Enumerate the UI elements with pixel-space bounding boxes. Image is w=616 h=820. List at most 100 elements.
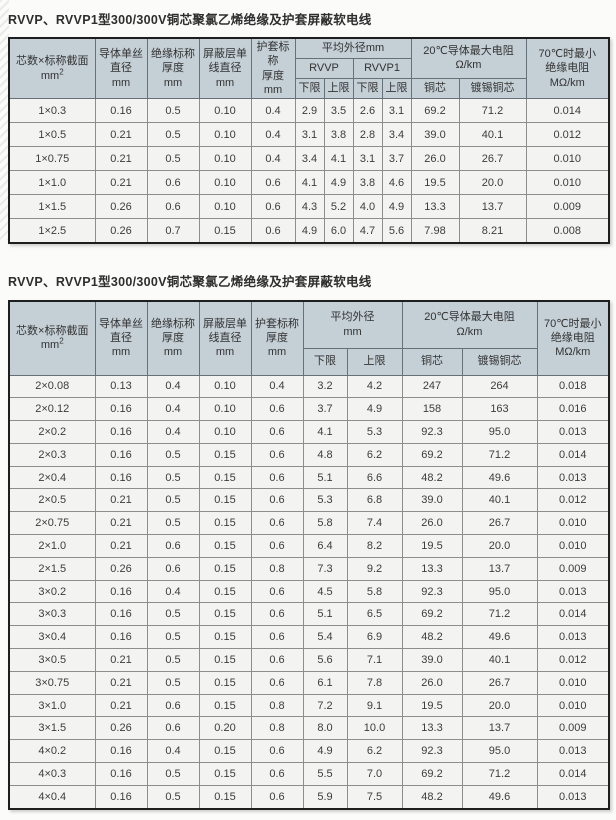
value-cell: 6.5 [346, 602, 403, 627]
value-cell: 95.0 [461, 579, 538, 604]
col-header-max-resistance: 20℃导体最大电阻 Ω/km [401, 300, 538, 349]
value-cell: 49.6 [461, 625, 538, 650]
value-cell: 5.9 [302, 784, 348, 810]
value-cell: 2.9 [294, 98, 325, 124]
col-header-insulation-thickness: 绝缘标称 厚度 mm [146, 37, 200, 100]
value-cell: 0.4 [250, 374, 304, 399]
value-cell: 39.0 [401, 488, 463, 513]
col-header-sheath-thickness: 护套标称 厚度 mm [250, 300, 304, 376]
row-spec-cell: 1×0.5 [8, 122, 96, 148]
value-cell: 3.4 [294, 146, 325, 172]
value-cell: 0.6 [146, 170, 200, 196]
value-cell: 9.2 [346, 556, 403, 581]
value-cell: 0.5 [146, 122, 200, 148]
col-header-copper-core: 铜芯 [401, 347, 463, 376]
row-spec-cell: 4×0.4 [8, 784, 96, 810]
value-cell: 6.8 [346, 488, 403, 513]
table-body: 2×0.08 0.13 0.4 0.10 0.4 3.2 4.2 247 264 0.018 2×0… [8, 374, 610, 810]
value-cell: 0.6 [250, 784, 304, 810]
col-header-lower-limit: 下限 [352, 77, 383, 100]
value-cell: 48.2 [401, 625, 463, 650]
value-cell: 0.6 [250, 465, 304, 490]
value-cell: 0.16 [94, 579, 148, 604]
table-row: 3×0.2 0.16 0.4 0.15 0.6 4.5 5.8 92.3 95.0 0.013 [8, 579, 610, 604]
value-cell: 0.15 [198, 739, 252, 764]
value-cell: 0.21 [94, 122, 148, 148]
value-cell: 0.6 [250, 488, 304, 513]
value-cell: 5.3 [302, 488, 348, 513]
row-spec-cell: 3×1.0 [8, 693, 96, 718]
value-cell: 92.3 [401, 420, 463, 444]
value-cell: 48.2 [401, 465, 463, 490]
value-cell: 0.013 [536, 784, 610, 810]
value-cell: 13.3 [401, 556, 463, 581]
value-cell: 0.26 [94, 218, 148, 244]
value-cell: 20.0 [461, 693, 538, 718]
value-cell: 3.1 [381, 98, 412, 124]
col-header-lower-limit: 下限 [302, 347, 348, 376]
value-cell: 0.15 [198, 218, 252, 244]
value-cell: 0.16 [94, 625, 148, 650]
value-cell: 163 [461, 397, 538, 422]
value-cell: 0.21 [94, 488, 148, 513]
value-cell: 0.5 [146, 146, 200, 172]
table-header: 芯数×标称截面 mm2 导体单丝 直径 mm 绝缘标称 厚度 mm 屏蔽层单 线直… [8, 37, 610, 100]
value-cell: 0.5 [146, 511, 200, 536]
value-cell: 49.6 [461, 784, 538, 810]
value-cell: 0.009 [536, 716, 610, 741]
value-cell: 0.010 [536, 670, 610, 695]
value-cell: 0.6 [250, 739, 304, 764]
section-title: RVVP、RVVP1型300/300V铜芯聚氯乙烯绝缘及护套屏蔽软电线 [8, 275, 372, 289]
rvvp-multi-core-spec-table: 芯数×标称截面 mm2 导体单丝 直径 mm 绝缘标称 厚度 mm 屏蔽层单 线直… [8, 300, 610, 810]
value-cell: 26.7 [458, 146, 527, 172]
value-cell: 0.10 [198, 397, 252, 422]
value-cell: 8.21 [458, 218, 527, 244]
value-cell: 0.6 [146, 534, 200, 558]
value-cell: 7.98 [410, 218, 460, 244]
row-spec-cell: 2×0.12 [8, 397, 96, 422]
table-row: 1×0.75 0.21 0.5 0.10 0.4 3.4 4.1 3.1 3.7 26.0 26.7… [8, 146, 610, 172]
col-header-conductor-diameter: 导体单丝 直径 mm [94, 37, 148, 100]
value-cell: 19.5 [410, 170, 460, 196]
value-cell: 26.7 [461, 670, 538, 695]
value-cell: 0.15 [198, 693, 252, 718]
value-cell: 0.8 [250, 556, 304, 581]
value-cell: 5.1 [302, 602, 348, 627]
value-cell: 0.10 [198, 420, 252, 444]
row-spec-cell: 2×0.75 [8, 511, 96, 536]
row-spec-cell: 2×1.0 [8, 534, 96, 558]
value-cell: 0.15 [198, 579, 252, 604]
value-cell: 3.1 [352, 146, 383, 172]
col-header-core-size: 芯数×标称截面 mm2 [8, 37, 96, 100]
col-header-shield-wire-diameter: 屏蔽层单 线直径 mm [198, 37, 252, 100]
table-row: 2×0.3 0.16 0.5 0.15 0.6 4.8 6.2 69.2 71.2 0.014 [8, 442, 610, 467]
value-cell: 6.9 [346, 625, 403, 650]
value-cell: 0.014 [536, 442, 610, 467]
value-cell: 4.9 [294, 218, 325, 244]
value-cell: 5.8 [302, 511, 348, 536]
value-cell: 0.013 [536, 420, 610, 444]
value-cell: 0.26 [94, 194, 148, 220]
value-cell: 0.16 [94, 442, 148, 467]
col-header-lower-limit: 下限 [294, 77, 325, 100]
value-cell: 0.15 [198, 534, 252, 558]
value-cell: 0.4 [250, 122, 296, 148]
value-cell: 0.016 [536, 397, 610, 422]
table-row: 2×0.08 0.13 0.4 0.10 0.4 3.2 4.2 247 264 0.018 [8, 374, 610, 399]
table-row: 4×0.2 0.16 0.4 0.15 0.6 4.9 6.2 92.3 95.0 0.013 [8, 739, 610, 764]
value-cell: 0.21 [94, 511, 148, 536]
value-cell: 69.2 [401, 442, 463, 467]
value-cell: 0.21 [94, 648, 148, 672]
value-cell: 0.009 [536, 556, 610, 581]
value-cell: 13.7 [458, 194, 527, 220]
section-title: RVVP、RVVP1型300/300V铜芯聚氯乙烯绝缘及护套屏蔽软电线 [8, 13, 372, 27]
value-cell: 0.15 [198, 442, 252, 467]
value-cell: 0.6 [250, 397, 304, 422]
row-spec-cell: 1×1.0 [8, 170, 96, 196]
value-cell: 6.2 [346, 739, 403, 764]
row-spec-cell: 1×0.75 [8, 146, 96, 172]
value-cell: 13.3 [410, 194, 460, 220]
row-spec-cell: 2×0.3 [8, 442, 96, 467]
col-header-rvvp1: RVVP1 [352, 57, 412, 79]
value-cell: 3.5 [323, 98, 354, 124]
